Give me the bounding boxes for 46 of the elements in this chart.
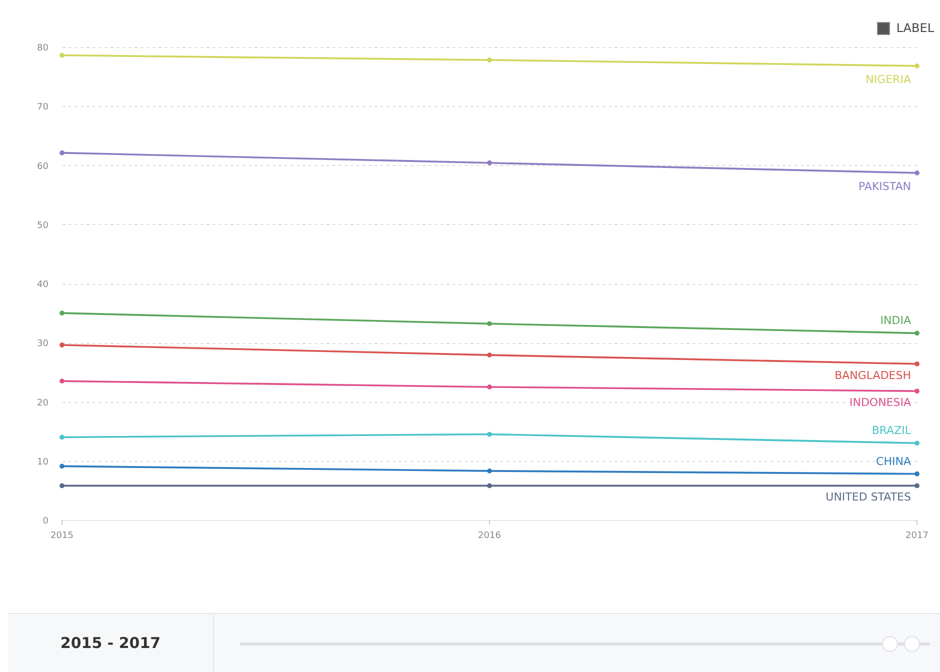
point [60,150,64,156]
point [60,464,64,469]
point [60,378,64,384]
point [914,440,920,446]
point [914,170,920,176]
y-tick-label: 0 [42,516,49,526]
point [487,384,492,390]
point [487,352,492,358]
x-tick-label: 2017 [906,531,928,541]
point [914,361,920,366]
point [60,342,64,348]
series-label: BRAZIL [872,424,912,438]
series-label: INDIA [880,314,912,328]
y-tick-label: 80 [37,44,49,54]
point [914,330,920,336]
y-tick-label: 40 [37,280,49,290]
point [914,388,920,394]
point [60,310,64,316]
point [914,471,920,476]
point [487,321,492,326]
series-label: INDONESIA [849,396,912,410]
y-tick-label: 30 [37,339,49,350]
x-tick-label: 2016 [478,531,502,541]
series-label: PAKISTAN [858,180,911,193]
point [914,63,920,68]
point [60,434,64,440]
point [487,432,492,437]
series-label: BANGLADESH [834,368,911,382]
point [60,52,64,58]
point [487,468,492,474]
series-label: NIGERIA [866,72,912,86]
y-tick-label: 50 [37,220,49,231]
text: 2015 - 2017 [8,614,214,672]
point [487,483,492,488]
point [487,160,492,166]
y-tick-label: 60 [37,162,49,172]
series-label: UNITED STATES [826,490,912,504]
point [914,483,920,488]
y-tick-label: 70 [37,102,49,113]
y-tick-label: 20 [37,398,49,408]
y-tick-label: 10 [37,457,49,468]
text: LABEL [896,21,934,35]
series-label: CHINA [876,454,912,468]
x-tick-label: 2015 [50,531,74,541]
point [60,483,64,488]
point [487,58,492,62]
